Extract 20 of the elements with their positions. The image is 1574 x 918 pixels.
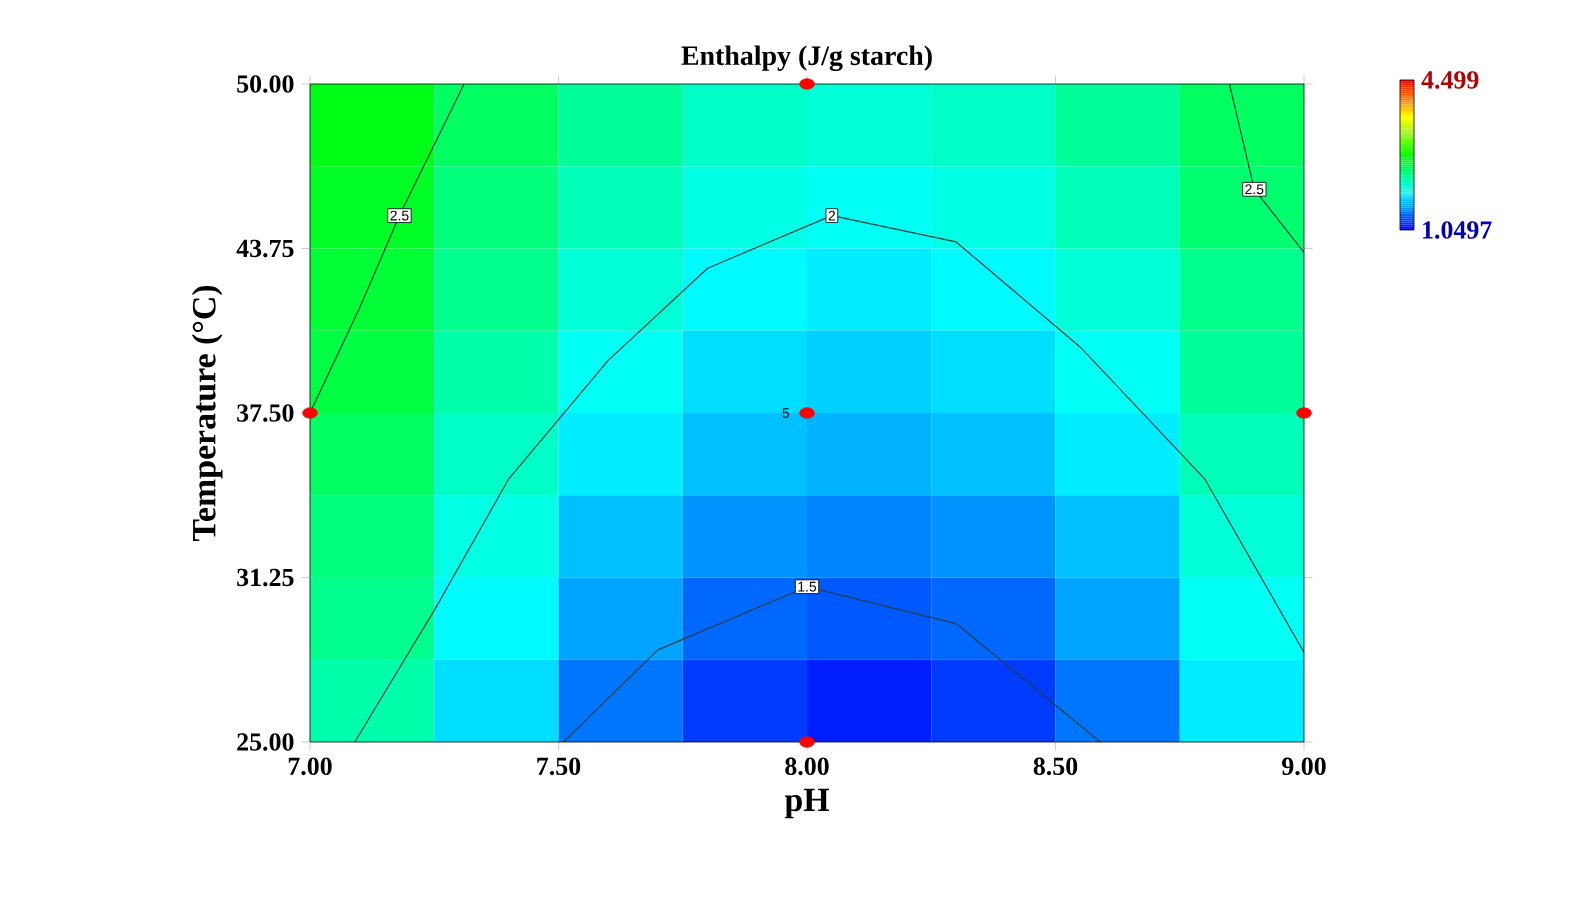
x-tick-label: 7.50 — [537, 757, 581, 776]
y-tick-label: 43.75 — [236, 239, 294, 258]
point — [799, 736, 815, 748]
x-axis-title: pH — [784, 788, 830, 819]
point — [302, 407, 318, 419]
x-tick-label: 8.50 — [1033, 757, 1078, 776]
x-tick-label: 7.00 — [288, 757, 332, 776]
x-tick-label: 8.00 — [785, 757, 829, 776]
y-tick-label: 25.00 — [237, 733, 294, 751]
point — [799, 407, 815, 419]
point — [799, 78, 815, 90]
color-bar-label: 1.0497 — [1423, 221, 1492, 239]
color-bar-label: 4.499 — [1421, 71, 1479, 89]
chart-title: Enthalpy (J/g starch) — [681, 45, 932, 71]
point — [1296, 407, 1312, 419]
y-tick-label: 31.25 — [237, 568, 294, 587]
y-axis-title: Temperature (°C) — [191, 285, 223, 542]
x-tick-label: 9.00 — [1282, 757, 1326, 776]
y-tick-label: 50.00 — [237, 75, 294, 93]
y-tick-label: 37.50 — [237, 404, 294, 422]
